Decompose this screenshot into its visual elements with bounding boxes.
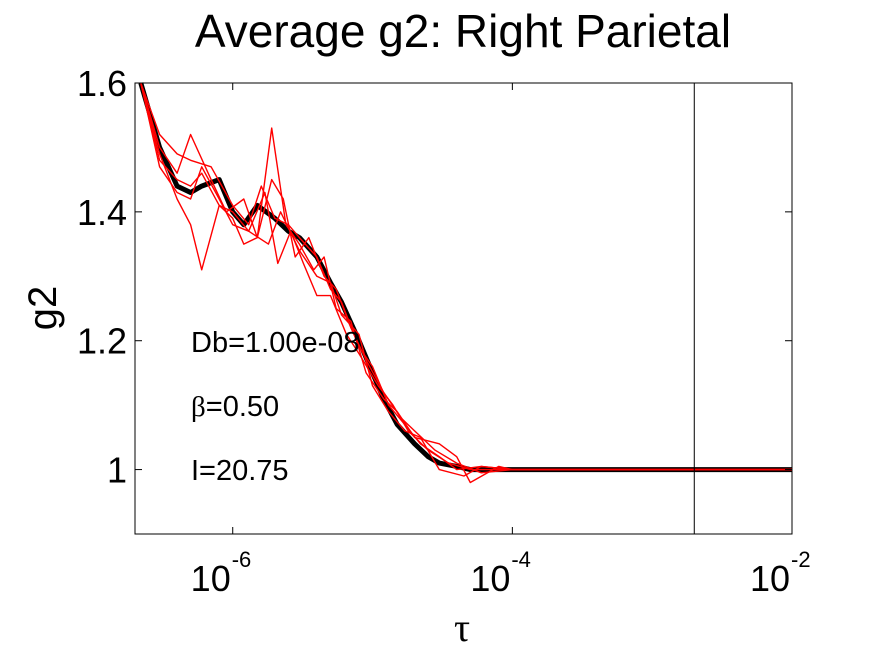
x-tick-label-base-2: 10	[750, 558, 790, 599]
x-tick-label-exponent-1: -4	[511, 547, 531, 572]
series-individual-line-3	[140, 82, 792, 474]
ticks-layer: 11.21.41.610 -6 10 -4 10 -2	[77, 63, 811, 599]
beta-symbol: β	[191, 391, 206, 423]
x-tick-label-0: 10 -6	[191, 547, 252, 599]
series-individual-line-2	[140, 82, 792, 477]
x-tick-label-1: 10 -4	[470, 547, 531, 599]
annotation-db: Db=1.00e-08	[191, 327, 360, 359]
x-tick-label-exponent-2: -2	[791, 547, 811, 572]
annotation-beta: β=0.50	[191, 391, 279, 423]
y-tick-label-3: 1.6	[77, 63, 127, 104]
y-axis-label: g2	[21, 286, 65, 331]
plot-area-frame	[134, 82, 793, 535]
annotation-intensity: I=20.75	[191, 455, 289, 487]
x-tick-label-2: 10 -2	[750, 547, 811, 599]
x-tick-label-base-1: 10	[470, 558, 510, 599]
x-tick-label-exponent-0: -6	[232, 547, 252, 572]
x-axis-label: τ	[454, 605, 470, 650]
y-tick-label-0: 1	[107, 450, 127, 491]
series-layer	[138, 82, 792, 484]
x-tick-label-base-0: 10	[191, 558, 231, 599]
series-individual-line-5	[140, 82, 792, 471]
beta-value: =0.50	[206, 391, 279, 423]
chart-title: Average g2: Right Parietal	[195, 5, 731, 57]
y-tick-label-1: 1.2	[77, 321, 127, 362]
y-tick-label-2: 1.4	[77, 192, 127, 233]
